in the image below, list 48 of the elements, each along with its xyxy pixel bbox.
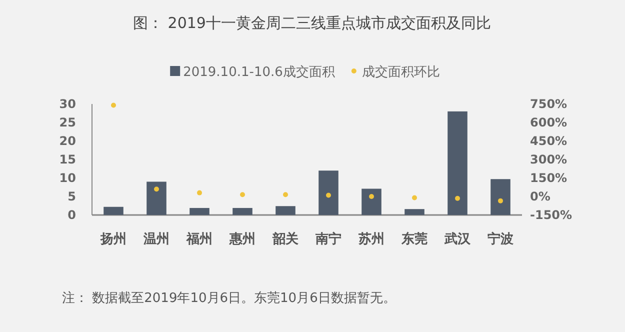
x-tick-label: 福州 [186, 231, 212, 247]
legend-label: 成交面积环比 [362, 64, 440, 80]
bar [276, 206, 296, 215]
x-tick-label: 宁波 [488, 231, 514, 247]
y2-tick-label: 300% [530, 152, 568, 166]
bar [190, 208, 210, 215]
y2-tick-label: 750% [530, 97, 568, 111]
y-tick-label: 0 [68, 208, 76, 222]
y-tick-label: 25 [59, 116, 76, 130]
point [498, 198, 503, 204]
point [326, 192, 331, 198]
y-tick-label: 15 [59, 152, 76, 166]
x-tick-label: 东莞 [400, 231, 428, 247]
text: 注： 数据截至2019年10月6日。东莞10月6日数据暂无。 [62, 291, 396, 306]
point [369, 194, 374, 199]
point [283, 192, 288, 198]
x-tick-label: 武汉 [444, 232, 472, 247]
bar [404, 209, 424, 215]
x-tick-label: 惠州 [228, 231, 256, 247]
y2-tick-label: -150% [530, 208, 572, 222]
bar [104, 206, 124, 215]
bar [448, 111, 468, 215]
x-tick-label: 南宁 [314, 231, 342, 247]
bar [490, 179, 510, 215]
x-tick-label: 苏州 [358, 232, 384, 247]
y-tick-label: 20 [59, 134, 76, 148]
legend-label: 2019.10.1-10.6成交面积 [183, 64, 335, 80]
x-tick-label: 扬州 [100, 232, 126, 247]
y-tick-label: 30 [59, 97, 76, 111]
bar [146, 182, 166, 215]
x-tick-label: 韶关 [272, 231, 300, 247]
y-tick-label: 10 [59, 171, 76, 185]
y2-tick-label: 0% [530, 190, 550, 204]
point [111, 102, 116, 108]
bar [232, 208, 252, 215]
y2-tick-label: 600% [530, 116, 568, 130]
point [197, 190, 202, 196]
point [455, 196, 460, 201]
point [154, 186, 159, 192]
bar [362, 188, 382, 215]
point [240, 192, 245, 198]
y2-tick-label: 450% [530, 134, 568, 148]
y2-tick-label: 150% [530, 171, 568, 185]
bar [318, 170, 338, 215]
y-tick-label: 5 [68, 190, 76, 204]
x-tick-label: 温州 [142, 232, 170, 247]
point [412, 195, 417, 200]
chart-title: 图： 2019十一黄金周二三线重点城市成交面积及同比 [133, 14, 491, 32]
